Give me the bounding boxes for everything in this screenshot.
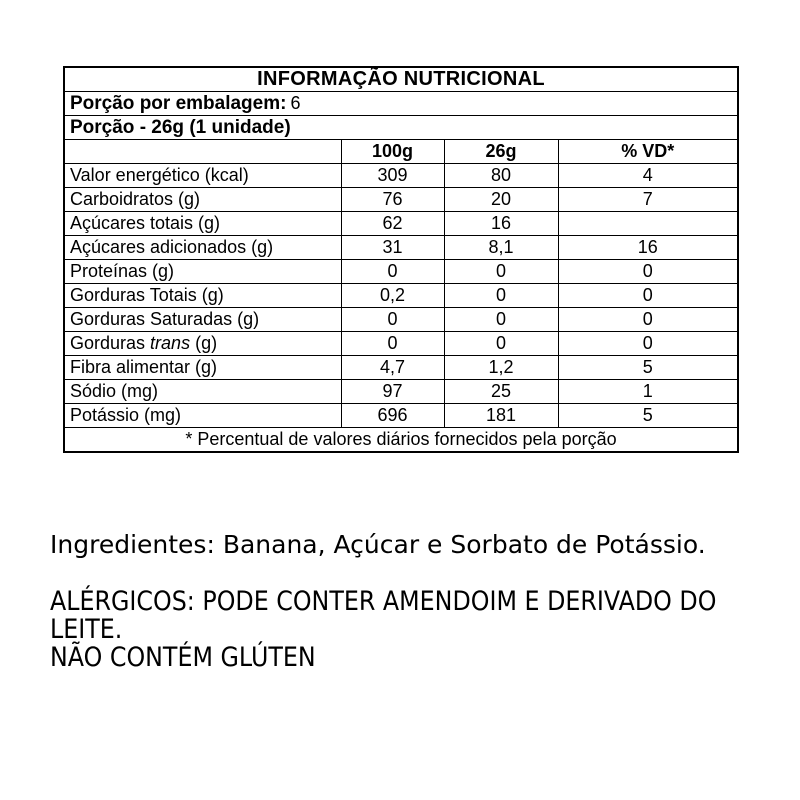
column-header-26g: 26g [443, 139, 559, 164]
value-26g: 1,2 [443, 355, 559, 380]
value-100g: 0,2 [340, 283, 445, 308]
servings-per-package-label: Porção por embalagem: [70, 93, 287, 114]
value-percent-vd: 5 [557, 403, 739, 428]
value-26g: 0 [443, 283, 559, 308]
value-percent-vd: 5 [557, 355, 739, 380]
value-26g: 16 [443, 211, 559, 236]
allergen-statement-line2: LEITE. [50, 614, 123, 645]
table-row: Gorduras Saturadas (g) 0 0 0 [63, 307, 739, 332]
column-header-row: 100g 26g % VD* [63, 139, 739, 164]
value-100g: 76 [340, 187, 445, 212]
value-percent-vd: 0 [557, 259, 739, 284]
row-label: Proteínas (g) [63, 259, 342, 284]
table-title: INFORMAÇÃO NUTRICIONAL [63, 66, 739, 92]
portion-row: Porção - 26g (1 unidade) [63, 115, 739, 140]
table-row: Sódio (mg) 97 25 1 [63, 379, 739, 404]
value-100g: 696 [340, 403, 445, 428]
servings-per-package-value: 6 [290, 93, 301, 113]
value-100g: 0 [340, 331, 445, 356]
nutrition-table-foot: * Percentual de valores diários fornecid… [63, 427, 739, 453]
value-26g: 181 [443, 403, 559, 428]
value-100g: 62 [340, 211, 445, 236]
value-26g: 0 [443, 331, 559, 356]
row-label: Gorduras Totais (g) [63, 283, 342, 308]
value-26g: 80 [443, 163, 559, 188]
row-label: Açúcares adicionados (g) [63, 235, 342, 260]
servings-row: Porção por embalagem: 6 [63, 91, 739, 116]
column-header-100g: 100g [340, 139, 445, 164]
value-26g: 20 [443, 187, 559, 212]
gluten-free-statement: NÃO CONTÉM GLÚTEN [50, 642, 316, 673]
table-row: Valor energético (kcal) 309 80 4 [63, 163, 739, 188]
value-100g: 0 [340, 307, 445, 332]
allergen-statement-line1: ALÉRGICOS: PODE CONTER AMENDOIM E DERIVA… [50, 586, 717, 617]
value-26g: 0 [443, 307, 559, 332]
row-label: Gorduras trans (g) [63, 331, 342, 356]
row-label: Açúcares totais (g) [63, 211, 342, 236]
column-header-percent-vd: % VD* [557, 139, 739, 164]
value-percent-vd: 0 [557, 331, 739, 356]
row-label: Valor energético (kcal) [63, 163, 342, 188]
title-row: INFORMAÇÃO NUTRICIONAL [63, 66, 739, 92]
row-label: Fibra alimentar (g) [63, 355, 342, 380]
row-label: Potássio (mg) [63, 403, 342, 428]
ingredients-text: Ingredientes: Banana, Açúcar e Sorbato d… [50, 530, 706, 559]
table-row: Carboidratos (g) 76 20 7 [63, 187, 739, 212]
table-row: Proteínas (g) 0 0 0 [63, 259, 739, 284]
nutrition-table: INFORMAÇÃO NUTRICIONAL Porção por embala… [63, 66, 739, 453]
table-row: Potássio (mg) 696 181 5 [63, 403, 739, 428]
value-percent-vd: 0 [557, 283, 739, 308]
row-label: Gorduras Saturadas (g) [63, 307, 342, 332]
table-row: Açúcares totais (g) 62 16 [63, 211, 739, 236]
value-percent-vd: 7 [557, 187, 739, 212]
value-100g: 309 [340, 163, 445, 188]
value-26g: 8,1 [443, 235, 559, 260]
value-percent-vd: 16 [557, 235, 739, 260]
table-row: Gorduras trans (g) 0 0 0 [63, 331, 739, 356]
portion-size-label: Porção - 26g (1 unidade) [63, 115, 739, 140]
servings-per-package-cell: Porção por embalagem: 6 [63, 91, 739, 116]
row-label: Sódio (mg) [63, 379, 342, 404]
footnote-row: * Percentual de valores diários fornecid… [63, 427, 739, 453]
value-100g: 0 [340, 259, 445, 284]
value-26g: 0 [443, 259, 559, 284]
value-100g: 4,7 [340, 355, 445, 380]
daily-values-footnote: * Percentual de valores diários fornecid… [63, 427, 739, 453]
column-header-empty [63, 139, 342, 164]
table-row: Fibra alimentar (g) 4,7 1,2 5 [63, 355, 739, 380]
row-label: Carboidratos (g) [63, 187, 342, 212]
value-100g: 97 [340, 379, 445, 404]
value-percent-vd: 1 [557, 379, 739, 404]
nutrition-rows: Valor energético (kcal) 309 80 4 Carboidrato… [63, 163, 739, 428]
table-row: Açúcares adicionados (g) 31 8,1 16 [63, 235, 739, 260]
nutrition-table-head: INFORMAÇÃO NUTRICIONAL Porção por embala… [63, 66, 739, 164]
value-100g: 31 [340, 235, 445, 260]
value-percent-vd [557, 211, 739, 236]
value-26g: 25 [443, 379, 559, 404]
value-percent-vd: 0 [557, 307, 739, 332]
value-percent-vd: 4 [557, 163, 739, 188]
allergens-text: ALÉRGICOS: PODE CONTER AMENDOIM E DERIVA… [50, 588, 716, 672]
table-row: Gorduras Totais (g) 0,2 0 0 [63, 283, 739, 308]
